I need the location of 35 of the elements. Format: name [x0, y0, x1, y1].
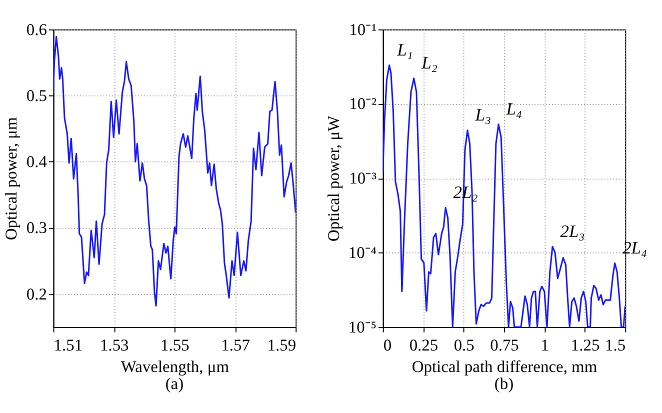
- y-tick-label: 0.4: [26, 152, 48, 172]
- annotation: L₄: [505, 98, 522, 119]
- x-tick-label: 1.53: [100, 336, 129, 355]
- annotation: L₂: [420, 52, 438, 73]
- y-tick-label: 0.2: [26, 284, 48, 304]
- x-tick-label: 0.75: [490, 336, 519, 355]
- x-tick-label: 1.55: [160, 336, 190, 355]
- y-tick-label: 10⁻²: [349, 94, 377, 114]
- text: (b): [494, 374, 514, 394]
- y-tick-label: 10⁻⁴: [348, 242, 377, 262]
- y-axis-title: Optical power, μW: [324, 115, 343, 242]
- y-tick-label: 10⁻³: [349, 168, 377, 188]
- y-axis-title: Optical power, μm: [2, 117, 21, 240]
- x-tick-label: 1.5: [605, 336, 626, 355]
- y-tick-label: 10⁻⁵: [348, 317, 377, 336]
- x-tick-label: 0.25: [409, 336, 438, 355]
- x-axis-title: Optical path difference, mm: [412, 357, 598, 376]
- text: (a): [165, 374, 184, 394]
- y-tick-label: 0.5: [26, 86, 48, 105]
- line-series: [53, 36, 296, 307]
- x-tick-label: 1.51: [54, 336, 83, 355]
- x-tick-label: 1.59: [267, 336, 296, 355]
- x-tick-label: 0: [383, 336, 392, 355]
- y-tick-label: 0.3: [26, 218, 48, 238]
- x-axis-title: Wavelength, μm: [120, 357, 230, 376]
- y-tick-label: 0.6: [26, 20, 48, 39]
- annotation: 2L₃: [560, 221, 585, 242]
- x-tick-label: 0.5: [454, 336, 474, 355]
- annotation: 2L₄: [622, 238, 648, 258]
- y-tick-label: 10⁻¹: [349, 20, 377, 39]
- x-tick-label: 1.57: [221, 336, 250, 355]
- x-tick-label: 1.25: [570, 336, 600, 355]
- annotation: L₃: [474, 104, 492, 125]
- x-tick-label: 1: [540, 336, 549, 355]
- annotation: L₁: [396, 40, 413, 60]
